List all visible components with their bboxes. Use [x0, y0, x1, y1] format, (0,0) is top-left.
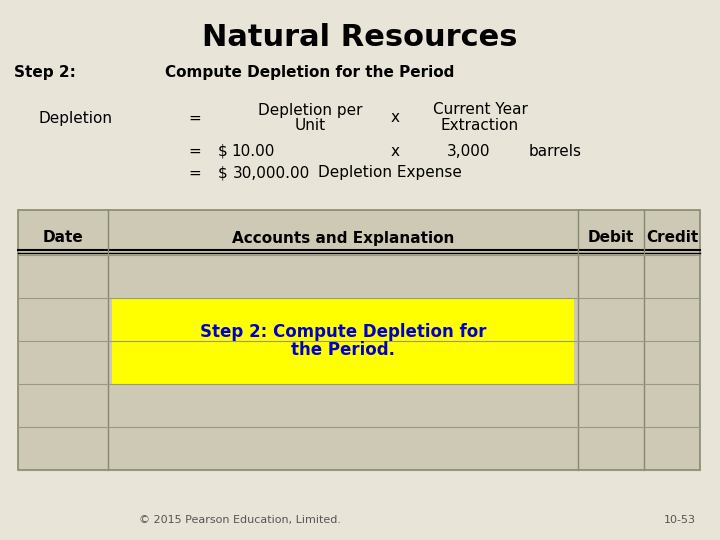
Text: Date: Date [42, 231, 84, 246]
Text: $: $ [218, 165, 228, 180]
Text: Current Year: Current Year [433, 103, 528, 118]
Text: =: = [189, 144, 202, 159]
Text: 30,000.00: 30,000.00 [233, 165, 310, 180]
Text: Depletion Expense: Depletion Expense [318, 165, 462, 180]
Text: 10.00: 10.00 [232, 144, 275, 159]
Text: the Period.: the Period. [291, 341, 395, 359]
Text: =: = [189, 165, 202, 180]
Bar [18, 210, 700, 470]
Text: 3,000: 3,000 [446, 144, 490, 159]
Text: Step 2:: Step 2: [14, 64, 76, 79]
Text: Accounts and Explanation: Accounts and Explanation [232, 231, 454, 246]
Text: Step 2: Compute Depletion for: Step 2: Compute Depletion for [199, 323, 486, 341]
Text: =: = [189, 111, 202, 125]
Text: Natural Resources: Natural Resources [202, 24, 518, 52]
Bar [112, 298, 574, 384]
Text: Debit: Debit [588, 231, 634, 246]
Text: Depletion: Depletion [38, 111, 112, 125]
Text: Credit: Credit [646, 231, 698, 246]
Text: x: x [390, 111, 400, 125]
Text: Extraction: Extraction [441, 118, 519, 133]
Text: Depletion per: Depletion per [258, 103, 362, 118]
Text: x: x [390, 144, 400, 159]
Text: © 2015 Pearson Education, Limited.: © 2015 Pearson Education, Limited. [139, 515, 341, 525]
Text: barrels: barrels [528, 144, 582, 159]
Text: $: $ [218, 144, 228, 159]
Text: 10-53: 10-53 [664, 515, 696, 525]
Text: Compute Depletion for the Period: Compute Depletion for the Period [166, 64, 455, 79]
Text: Unit: Unit [294, 118, 325, 133]
